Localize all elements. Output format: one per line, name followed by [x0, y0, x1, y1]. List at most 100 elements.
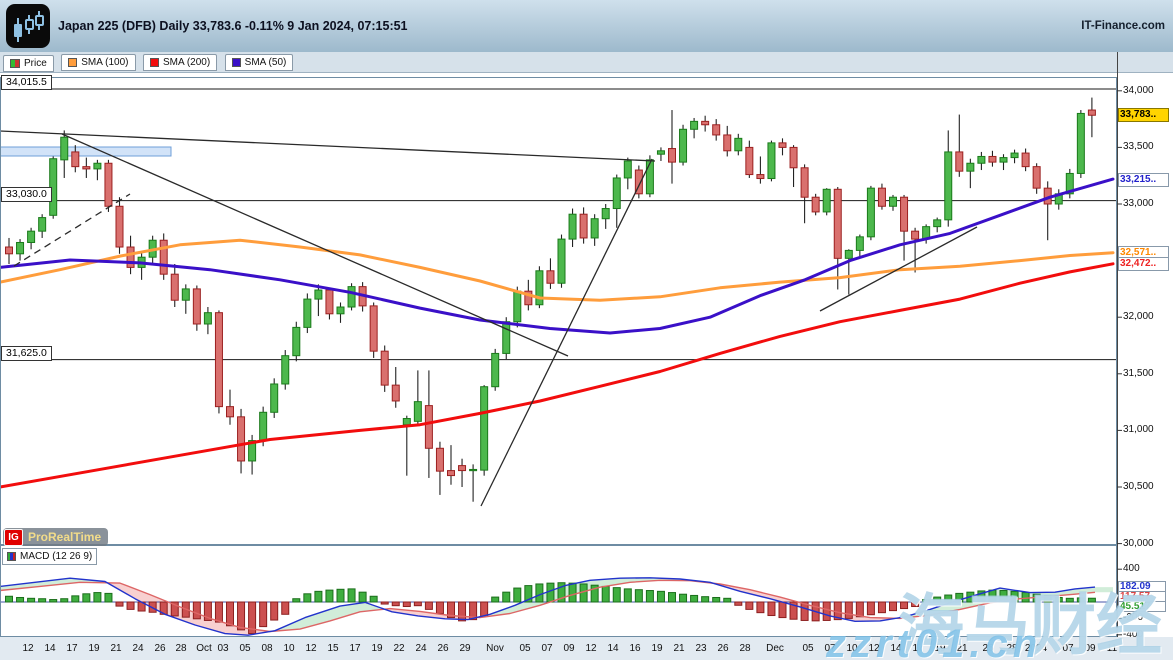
time-axis-label: 09 — [1084, 643, 1096, 654]
sma100-swatch-icon — [68, 58, 78, 67]
sma-200-line[interactable] — [0, 262, 1115, 489]
time-axis-label: 12 — [305, 643, 317, 654]
candlestick-series — [5, 97, 1096, 502]
it-finance-brand-link[interactable]: IT-Finance.com — [1081, 20, 1165, 32]
time-axis-label: 05 — [519, 643, 531, 654]
time-axis-label: 07 — [824, 643, 836, 654]
time-axis-label: 26 — [437, 643, 449, 654]
time-axis-label: 09 — [563, 643, 575, 654]
time-axis-label: 22 — [393, 643, 405, 654]
time-axis-label: 17 — [66, 643, 78, 654]
time-axis-label: 12 — [585, 643, 597, 654]
tab-sma200-label: SMA (200) — [162, 57, 211, 68]
tab-sma-100[interactable]: SMA (100) — [61, 54, 136, 71]
sma200-swatch-icon — [149, 58, 159, 67]
time-axis-label: 19 — [651, 643, 663, 654]
time-axis-label: 07 — [541, 643, 553, 654]
time-axis-label: 26 — [717, 643, 729, 654]
price-axis-label: 30,500 — [1123, 481, 1154, 492]
time-axis-label: 28 — [175, 643, 187, 654]
time-axis-label: 14 — [44, 643, 56, 654]
macd-value-tag: 45.517 — [1118, 601, 1166, 612]
price-axis-label: 31,500 — [1123, 367, 1154, 379]
time-axis-label: 05 — [802, 643, 814, 654]
prorealtime-candlestick-logo-icon[interactable] — [6, 4, 50, 48]
time-axis-label: 25 — [982, 643, 994, 654]
price-tag: 32,472.. — [1118, 256, 1169, 271]
time-axis-label: Dec — [766, 643, 784, 654]
time-axis-label: 21 — [956, 643, 968, 654]
time-axis-label: 28 — [739, 643, 751, 654]
tab-macd-indicator[interactable]: MACD (12 26 9) — [2, 548, 98, 565]
time-axis-strip[interactable] — [0, 637, 1173, 660]
price-axis-label: 31,000 — [1123, 424, 1154, 436]
time-axis-label: 17 — [912, 643, 924, 654]
time-axis-label: Oct — [196, 643, 212, 654]
prorealtime-label: ProRealTime — [28, 530, 102, 544]
time-axis-label: 10 — [846, 643, 858, 654]
time-axis-label: 11 — [1106, 643, 1118, 654]
tab-sma100-label: SMA (100) — [81, 57, 129, 68]
time-axis-label: 29 — [459, 643, 471, 654]
trendlines — [0, 130, 978, 507]
tab-sma-200[interactable]: SMA (200) — [142, 54, 218, 71]
time-axis-label: 12 — [22, 643, 34, 654]
price-axis-label: 32,000 — [1123, 311, 1154, 323]
level-label: 31,625.0 — [1, 345, 52, 361]
time-axis-label: 19 — [371, 643, 383, 654]
level-label: 34,015.5 — [1, 75, 52, 91]
macd-tab-label: MACD (12 26 9) — [20, 551, 93, 562]
time-axis-label: 08 — [261, 643, 273, 654]
panel-borders — [0, 52, 1173, 638]
ig-logo-icon: IG — [4, 528, 23, 546]
price-axis-label: 33,500 — [1123, 141, 1154, 153]
time-axis-label: 17 — [349, 643, 361, 654]
prorealtime-badge[interactable]: IG ProRealTime — [3, 528, 109, 546]
time-axis-label: 23 — [695, 643, 707, 654]
instrument-title: Japan 225 (DFB) Daily 33,783.6 -0.11% 9 … — [58, 19, 408, 33]
macd-main-line — [0, 577, 1096, 636]
time-axis-label: 21 — [110, 643, 122, 654]
time-axis-label: 15 — [327, 643, 339, 654]
time-axis-label: 10 — [283, 643, 295, 654]
price-axis-label: 34,000 — [1123, 84, 1154, 96]
candles-glyph-icon — [14, 11, 44, 42]
time-axis-label: 28 — [1006, 643, 1018, 654]
time-axis-label: 07 — [1062, 643, 1074, 654]
price-axis-label: 33,000 — [1123, 198, 1154, 209]
price-axis-label: 30,000 — [1123, 537, 1154, 549]
time-axis-label: 2024 — [1024, 643, 1048, 654]
tab-price[interactable]: Price — [3, 55, 54, 72]
axis-tick-marks — [27, 90, 1122, 641]
time-axis-label: 26 — [154, 643, 166, 654]
sma50-swatch-icon — [231, 58, 241, 67]
time-axis-label: 12 — [868, 643, 880, 654]
time-axis-label: 14 — [607, 643, 619, 654]
macd-indicator-icon — [7, 552, 16, 561]
time-axis-label: 19 — [934, 643, 946, 654]
time-axis-label: 24 — [132, 643, 144, 654]
macd-axis-label: -200 — [1123, 612, 1144, 624]
time-axis-label: 19 — [88, 643, 100, 654]
tab-price-label: Price — [24, 58, 47, 69]
time-axis-label: 21 — [673, 643, 685, 654]
time-axis-label: Nov — [486, 643, 504, 654]
macd-signal-line — [0, 579, 1096, 633]
level-label: 33,030.0 — [1, 186, 52, 202]
tab-sma50-label: SMA (50) — [244, 57, 287, 68]
time-axis-label: 05 — [239, 643, 251, 654]
highlight-zone[interactable] — [0, 146, 172, 157]
sma-100-line[interactable] — [0, 238, 1115, 302]
time-axis-label: 16 — [629, 643, 641, 654]
time-axis-label: 03 — [217, 643, 229, 654]
price-tag: 33,783.. — [1118, 108, 1169, 123]
sma-50-line[interactable] — [0, 177, 1115, 335]
tab-sma-50[interactable]: SMA (50) — [224, 54, 294, 71]
chart-header: Japan 225 (DFB) Daily 33,783.6 -0.11% 9 … — [0, 0, 1173, 53]
price-series-icon — [10, 59, 20, 68]
price-tag: 33,215.. — [1118, 172, 1169, 187]
time-axis-label: 24 — [415, 643, 427, 654]
macd-axis-label: -400 — [1123, 628, 1144, 640]
